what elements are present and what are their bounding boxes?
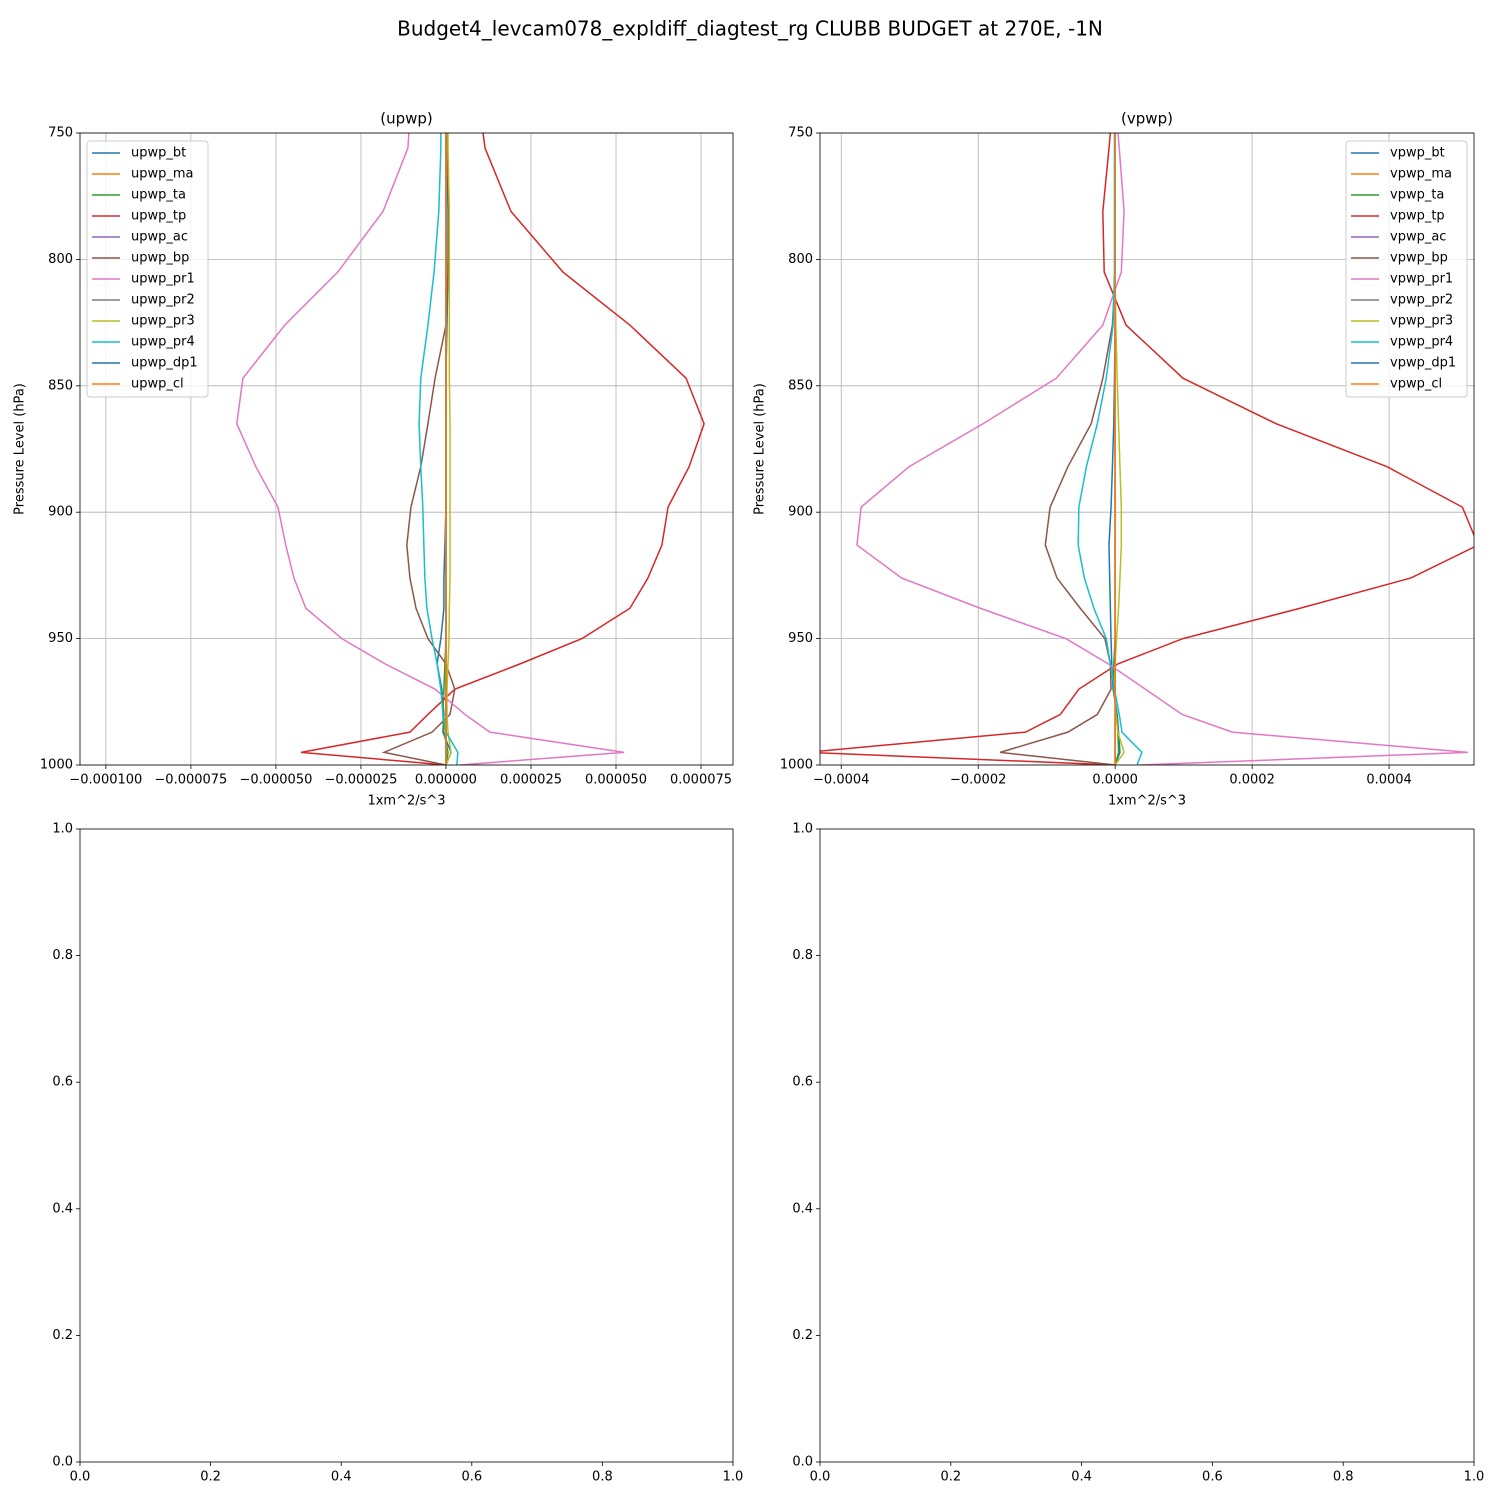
legend-label: upwp_cl — [131, 377, 184, 392]
x-tick-label: 1.0 — [1464, 1470, 1485, 1485]
x-tick-label: 0.0 — [70, 1470, 91, 1485]
figure-title: Budget4_levcam078_expldiff_diagtest_rg C… — [397, 17, 1103, 41]
y-tick-label: 0.6 — [792, 1075, 813, 1090]
y-tick-label: 950 — [48, 631, 73, 646]
series-line — [300, 133, 705, 765]
axes-frame — [819, 132, 1475, 766]
x-tick-label: −0.0004 — [813, 773, 869, 788]
y-tick-label: 900 — [48, 505, 73, 520]
x-tick-label: −0.0002 — [950, 773, 1006, 788]
legend-label: vpwp_ac — [1390, 230, 1446, 245]
legend-box — [1345, 140, 1468, 398]
axes-title: (upwp) — [380, 110, 433, 128]
x-tick-label: 0.000050 — [585, 773, 647, 788]
legend-label: upwp_dp1 — [131, 356, 198, 371]
x-tick-label: −0.000025 — [324, 773, 397, 788]
y-tick-label: 950 — [788, 631, 813, 646]
legend-label: upwp_ac — [131, 230, 188, 245]
legend: upwp_bt upwp_ma upwp_ta upwp_tp upwp_ac upwp_… — [86, 140, 209, 398]
legend-label: upwp_pr2 — [131, 293, 195, 308]
series-line — [236, 133, 625, 765]
axes-frame — [79, 828, 734, 1463]
legend-label: upwp_ma — [131, 167, 194, 182]
legend-label: vpwp_bp — [1390, 251, 1448, 266]
x-axis-label: 1xm^2/s^3 — [1108, 794, 1186, 809]
y-tick-label: 0.6 — [52, 1075, 73, 1090]
legend-label: vpwp_ma — [1390, 167, 1452, 182]
y-tick-label: 0.0 — [52, 1455, 73, 1470]
x-tick-label: 0.000000 — [415, 773, 477, 788]
y-tick-label: 850 — [788, 378, 813, 393]
legend-label: upwp_bp — [131, 251, 189, 266]
y-tick-label: 1.0 — [792, 822, 813, 837]
y-tick-label: 800 — [788, 252, 813, 267]
x-tick-label: 0.4 — [1071, 1470, 1092, 1485]
y-tick-label: 0.4 — [792, 1201, 813, 1216]
y-axis-label: Pressure Level (hPa) — [13, 383, 28, 515]
series-line — [445, 133, 452, 765]
y-tick-label: 0.4 — [52, 1201, 73, 1216]
x-tick-label: −0.000050 — [239, 773, 312, 788]
axes-frame — [79, 132, 734, 766]
y-tick-label: 900 — [788, 505, 813, 520]
x-tick-label: 0.8 — [1333, 1470, 1354, 1485]
x-tick-label: 0.0002 — [1229, 773, 1275, 788]
legend-label: vpwp_bt — [1390, 146, 1445, 161]
y-axis-label: Pressure Level (hPa) — [753, 383, 768, 515]
x-tick-label: 0.6 — [461, 1470, 482, 1485]
x-tick-label: 0.2 — [200, 1470, 221, 1485]
y-tick-label: 0.0 — [792, 1455, 813, 1470]
y-tick-label: 850 — [48, 378, 73, 393]
legend-label: vpwp_tp — [1390, 209, 1445, 224]
x-tick-label: 0.0 — [810, 1470, 831, 1485]
series-line — [999, 133, 1116, 765]
y-tick-label: 1.0 — [52, 822, 73, 837]
plot-area — [236, 133, 705, 765]
legend-label: vpwp_dp1 — [1390, 356, 1456, 371]
legend-label: vpwp_pr3 — [1390, 314, 1453, 329]
x-tick-label: 0.8 — [592, 1470, 613, 1485]
x-tick-label: 0.0000 — [1092, 773, 1138, 788]
legend-box — [86, 140, 209, 398]
y-tick-label: 1000 — [780, 758, 813, 773]
legend-label: upwp_pr3 — [131, 314, 195, 329]
x-axis-label: 1xm^2/s^3 — [367, 794, 445, 809]
series-line — [381, 133, 456, 765]
legend-label: upwp_tp — [131, 209, 186, 224]
x-tick-label: 0.2 — [940, 1470, 961, 1485]
y-tick-label: 750 — [48, 126, 73, 141]
x-tick-label: −0.000075 — [154, 773, 227, 788]
x-tick-label: 0.000075 — [670, 773, 732, 788]
y-tick-label: 0.8 — [792, 948, 813, 963]
y-tick-label: 800 — [48, 252, 73, 267]
x-tick-label: 0.000025 — [500, 773, 562, 788]
y-tick-label: 1000 — [40, 758, 73, 773]
x-tick-label: −0.000100 — [69, 773, 142, 788]
legend: vpwp_bt vpwp_ma vpwp_ta vpwp_tp vpwp_ac vpwp_… — [1345, 140, 1468, 398]
legend-label: vpwp_pr1 — [1390, 272, 1453, 287]
legend-label: vpwp_pr4 — [1390, 335, 1453, 350]
series-line — [418, 133, 459, 765]
x-tick-label: 1.0 — [723, 1470, 744, 1485]
legend-label: upwp_bt — [131, 146, 186, 161]
legend-label: upwp_ta — [131, 188, 186, 203]
axes-frame — [819, 828, 1475, 1463]
y-tick-label: 0.2 — [52, 1328, 73, 1343]
legend-label: vpwp_cl — [1390, 377, 1442, 392]
legend-label: vpwp_pr2 — [1390, 293, 1453, 308]
plot-area — [820, 133, 1474, 765]
legend-label: upwp_pr4 — [131, 335, 195, 350]
series-line — [820, 133, 1474, 765]
axes-title: (vpwp) — [1121, 110, 1173, 128]
series-line — [856, 133, 1468, 765]
y-tick-label: 0.8 — [52, 948, 73, 963]
legend-label: vpwp_ta — [1390, 188, 1444, 203]
y-tick-label: 750 — [788, 126, 813, 141]
y-tick-label: 0.2 — [792, 1328, 813, 1343]
x-tick-label: 0.4 — [331, 1470, 352, 1485]
legend-label: upwp_pr1 — [131, 272, 195, 287]
x-tick-label: 0.6 — [1202, 1470, 1223, 1485]
x-tick-label: 0.0004 — [1366, 773, 1412, 788]
